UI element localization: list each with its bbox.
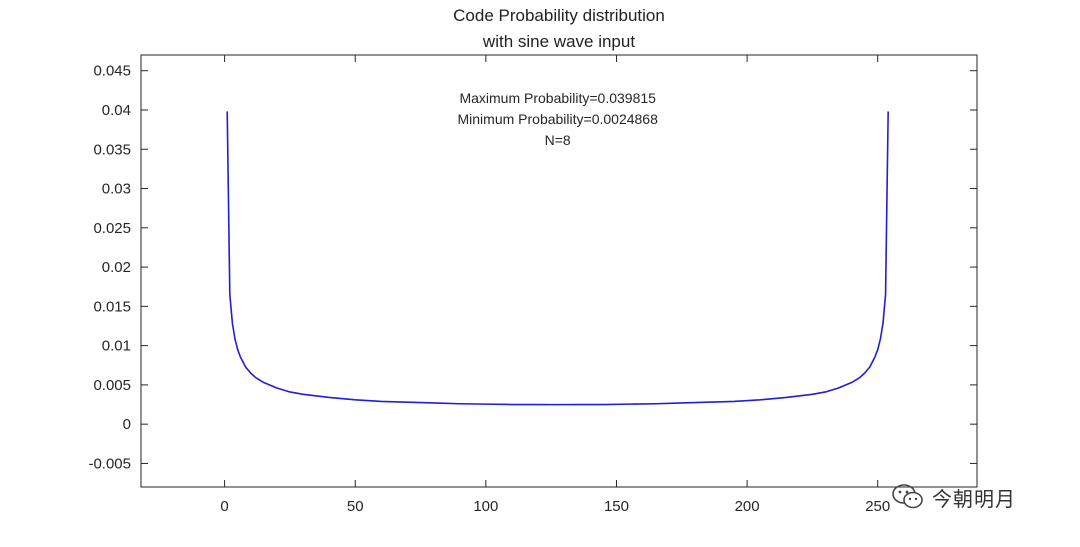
- y-tick-label: 0.01: [102, 338, 131, 355]
- x-tick-labels: 0 50 100 150 200 250: [220, 498, 890, 515]
- y-tick-label: 0.005: [93, 377, 131, 394]
- annotation-block: Maximum Probability=0.039815 Minimum Prob…: [457, 90, 658, 148]
- y-tick-label: 0.02: [102, 259, 131, 276]
- y-tick-label: 0: [123, 416, 131, 433]
- watermark: 今朝明月: [890, 482, 1016, 512]
- wechat-icon: [892, 484, 923, 509]
- y-tick-label: 0.04: [102, 102, 131, 119]
- annotation-line: Minimum Probability=0.0024868: [457, 111, 658, 127]
- x-tick-label: 200: [735, 498, 760, 515]
- axes-box: [140, 54, 978, 488]
- x-tick-label: 150: [604, 498, 629, 515]
- x-tick-label: 100: [473, 498, 498, 515]
- y-tick-label: 0.035: [93, 141, 131, 158]
- watermark-text: 今朝明月: [932, 486, 1016, 511]
- y-tick-labels: -0.005 0 0.005 0.01 0.015 0.02 0.025 0.03 0.035 0…: [88, 63, 131, 473]
- annotation-line: N=8: [545, 132, 571, 148]
- chart-title-line-1: Code Probability distribution: [453, 6, 665, 25]
- y-tick-label: 0.015: [93, 298, 131, 315]
- annotation-line: Maximum Probability=0.039815: [459, 90, 656, 106]
- series-line-0: [226, 111, 889, 406]
- x-tick-label: 250: [865, 498, 890, 515]
- x-tick-label: 50: [347, 498, 364, 515]
- tick-marks: [141, 55, 977, 487]
- chart-title-line-2: with sine wave input: [482, 32, 636, 51]
- y-tick-label: 0.045: [93, 63, 131, 80]
- y-tick-label: 0.025: [93, 220, 131, 237]
- y-tick-label: -0.005: [88, 455, 131, 472]
- x-tick-label: 0: [220, 498, 228, 515]
- y-tick-label: 0.03: [102, 181, 131, 198]
- series-layer: [226, 111, 889, 406]
